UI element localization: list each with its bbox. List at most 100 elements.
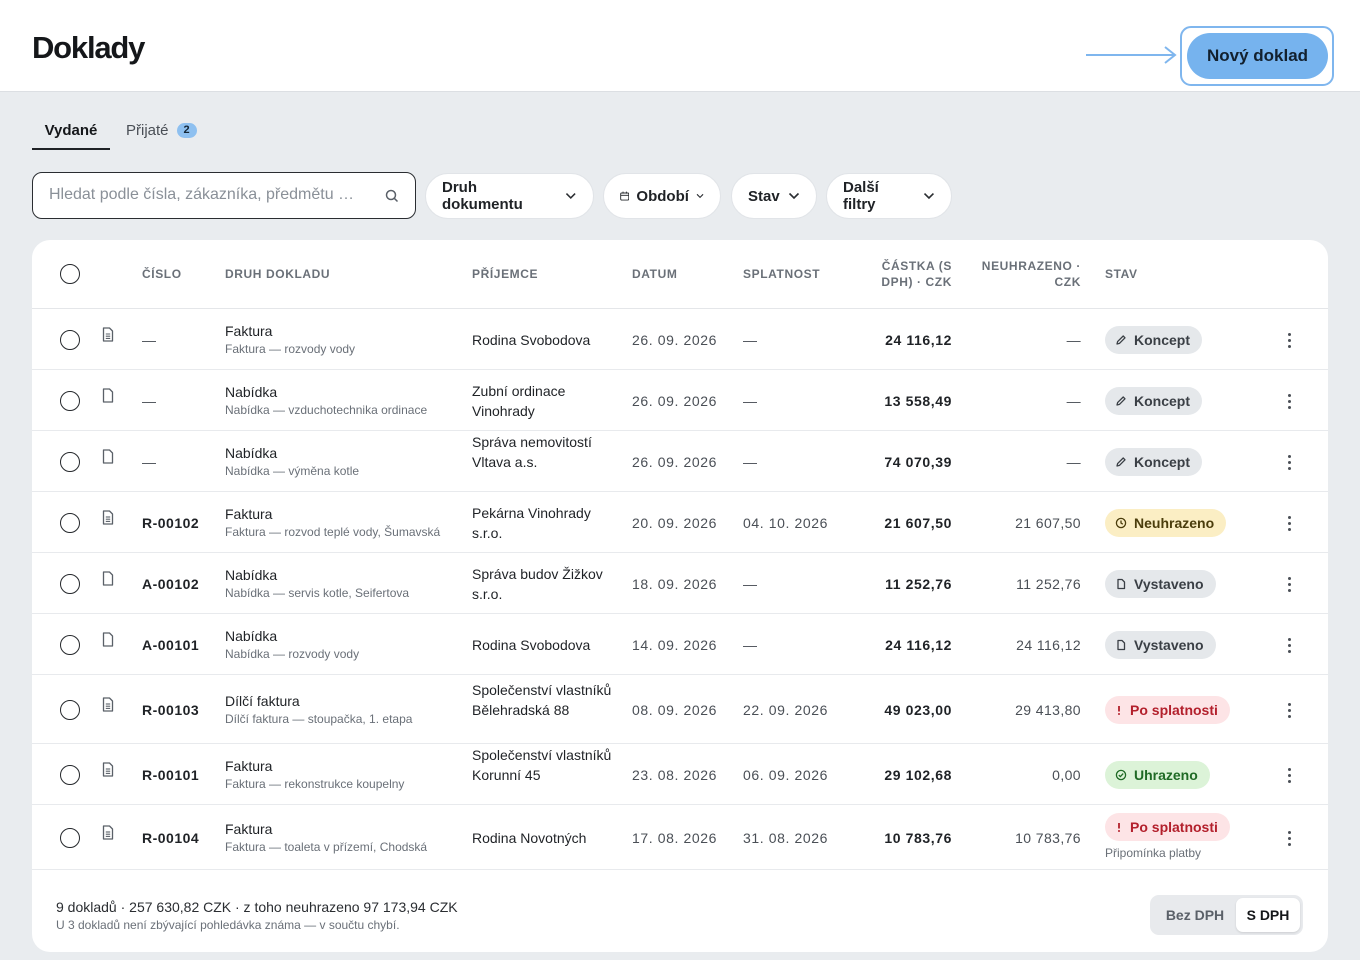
document-type-cell: Nabídka Nabídka — vzduchotechnika ordinac… [225, 384, 427, 417]
row-menu-icon[interactable] [1288, 515, 1292, 534]
new-document-button[interactable]: Nový doklad [1187, 33, 1328, 79]
table-row[interactable]: R-00103 Dílčí faktura Dílčí faktura — stou… [32, 675, 1328, 744]
document-type-cell: Nabídka Nabídka — servis kotle, Seifertov… [225, 567, 409, 600]
row-checkbox[interactable] [60, 699, 80, 720]
search-input[interactable] [49, 173, 369, 217]
exclamation-icon [1115, 704, 1123, 716]
row-menu-icon[interactable] [1288, 702, 1292, 721]
document-type-cell: Faktura Faktura — rozvod teplé vody, Šuma… [225, 506, 440, 539]
recipient: Společenství vlastníků Bělehradská 88 [472, 681, 612, 718]
summary-text: 9 dokladů · 257 630,82 CZK · z toho neuh… [56, 899, 458, 915]
table-row[interactable]: — Nabídka Nabídka — výměna kotle Správa nem… [32, 431, 1328, 492]
row-menu-icon[interactable] [1288, 332, 1292, 351]
row-menu-icon[interactable] [1288, 576, 1292, 595]
recipient: Rodina Svobodova [472, 331, 591, 348]
row-checkbox[interactable] [60, 390, 80, 411]
document-number[interactable]: R-00102 [142, 514, 200, 531]
tab-vydane[interactable]: Vydané [32, 112, 110, 150]
chevron-down-icon [924, 192, 935, 200]
table-row[interactable]: — Nabídka Nabídka — vzduchotechnika ordina… [32, 370, 1328, 431]
documents-table: Číslo Druh dokladu Příjemce Datum Splatn… [32, 240, 1328, 952]
due-date: 04. 10. 2026 [743, 514, 829, 531]
table-row[interactable]: R-00102 Faktura Faktura — rozvod teplé vod… [32, 492, 1328, 553]
row-checkbox[interactable] [60, 634, 80, 655]
search-box [32, 172, 416, 219]
status-badge: Po splatnosti [1105, 695, 1230, 724]
document-type: Faktura [225, 322, 273, 339]
filter-obdobi[interactable]: Období [603, 173, 721, 219]
document-subject: Faktura — rozvody vody [225, 341, 356, 356]
row-menu-icon[interactable] [1288, 637, 1292, 656]
status-badge: Vystaveno [1105, 630, 1216, 659]
row-menu-icon[interactable] [1288, 393, 1292, 412]
row-checkbox[interactable] [60, 329, 80, 350]
table-row[interactable]: — Faktura Faktura — rozvody vody Rodina Svo… [32, 309, 1328, 370]
table-row[interactable]: A-00102 Nabídka Nabídka — servis kotle, Se… [32, 553, 1328, 614]
row-menu-icon[interactable] [1288, 454, 1292, 473]
column-header-due[interactable]: Splatnost [743, 267, 821, 281]
document-number[interactable]: A-00102 [142, 575, 200, 592]
table-row[interactable]: R-00104 Faktura Faktura — toaleta v přízem… [32, 805, 1328, 870]
status-label: Koncept [1134, 392, 1190, 409]
tab-label: Přijaté [126, 122, 169, 139]
amount: 29 102,68 [884, 766, 952, 783]
amount: 13 558,49 [884, 392, 952, 409]
table-row[interactable]: A-00101 Nabídka Nabídka — rozvody vody Rodi… [32, 614, 1328, 675]
tab-prijate[interactable]: Přijaté 2 [126, 112, 197, 150]
row-menu-icon[interactable] [1288, 767, 1292, 786]
table-row[interactable]: R-00101 Faktura Faktura — rekonstrukce kou… [32, 744, 1328, 805]
filter-druh-dokumentu[interactable]: Druh dokumentu [425, 173, 594, 219]
document-subject: Faktura — rekonstrukce koupelny [225, 776, 405, 791]
column-header-number[interactable]: Číslo [142, 267, 182, 281]
unpaid-amount: — [1066, 453, 1081, 470]
toggle-without-vat[interactable]: Bez DPH [1165, 907, 1225, 923]
status-label: Uhrazeno [1134, 766, 1198, 783]
document-number[interactable]: A-00101 [142, 636, 200, 653]
document-date: 17. 08. 2026 [632, 829, 718, 846]
unpaid-amount: 11 252,76 [1016, 575, 1081, 592]
document-icon [102, 631, 114, 652]
pencil-icon [1115, 395, 1127, 407]
row-checkbox[interactable] [60, 573, 80, 594]
filter-stav[interactable]: Stav [731, 173, 817, 219]
document-type: Nabídka [225, 627, 278, 644]
document-number[interactable]: R-00101 [142, 766, 200, 783]
document-date: 26. 09. 2026 [632, 331, 718, 348]
document-number[interactable]: — [142, 453, 157, 470]
document-number[interactable]: — [142, 331, 157, 348]
row-checkbox[interactable] [60, 512, 80, 533]
document-number[interactable]: — [142, 392, 157, 409]
document-subject: Dílčí faktura — stoupačka, 1. etapa [225, 711, 413, 726]
row-checkbox[interactable] [60, 451, 80, 472]
select-all-checkbox[interactable] [60, 264, 80, 284]
column-header-unpaid[interactable]: Neuhrazeno · CZK [981, 259, 1081, 289]
due-date: 31. 08. 2026 [743, 829, 829, 846]
document-type-cell: Faktura Faktura — rozvody vody [225, 323, 355, 356]
amount: 24 116,12 [885, 331, 952, 348]
recipient: Zubní ordinace Vinohrady [472, 382, 566, 419]
top-bar: Doklady Nový doklad [0, 0, 1360, 92]
document-type-cell: Nabídka Nabídka — rozvody vody [225, 628, 359, 661]
document-type: Faktura [225, 505, 273, 522]
row-checkbox[interactable] [60, 764, 80, 785]
document-date: 14. 09. 2026 [632, 636, 718, 653]
column-header-amount[interactable]: Částka (s DPH) · CZK [881, 259, 952, 289]
search-icon[interactable] [385, 189, 399, 203]
row-checkbox[interactable] [60, 827, 80, 848]
toggle-with-vat[interactable]: S DPH [1236, 898, 1300, 932]
column-header-date[interactable]: Datum [632, 267, 678, 281]
document-number[interactable]: R-00104 [142, 829, 200, 846]
row-menu-icon[interactable] [1288, 830, 1292, 849]
status-label: Po splatnosti [1130, 701, 1218, 718]
table-header: Číslo Druh dokladu Příjemce Datum Splatn… [32, 240, 1328, 309]
column-header-type[interactable]: Druh dokladu [225, 267, 331, 281]
due-date: — [743, 331, 758, 348]
document-type: Faktura [225, 757, 273, 774]
document-icon [102, 570, 114, 591]
column-header-status[interactable]: Stav [1105, 267, 1138, 281]
filter-dalsi-filtry[interactable]: Další filtry [826, 173, 952, 219]
amount: 11 252,76 [885, 575, 952, 592]
table-summary: 9 dokladů · 257 630,82 CZK · z toho neuh… [56, 899, 458, 932]
document-number[interactable]: R-00103 [142, 701, 200, 718]
column-header-recipient[interactable]: Příjemce [472, 267, 539, 281]
